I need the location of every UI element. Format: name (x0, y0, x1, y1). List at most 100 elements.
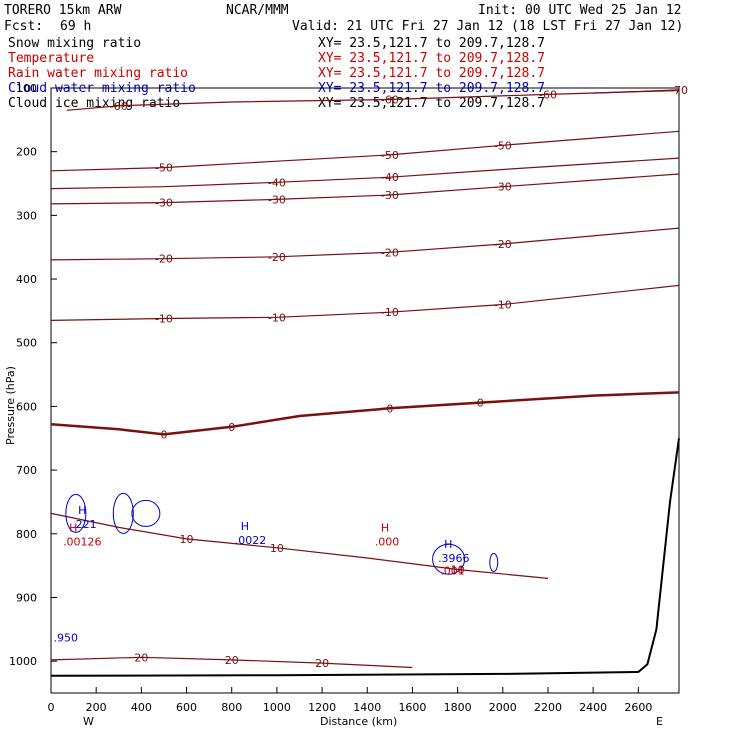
isotherm-line--40 (50, 157, 680, 190)
x-tick-label: 2400 (579, 701, 607, 714)
isotherm-line--70 (593, 89, 680, 94)
isotherm-line--50 (50, 130, 680, 172)
valid-time: Valid: 21 UTC Fri 27 Jan 12 (18 LST Fri … (292, 19, 683, 34)
x-tick-label: 1800 (444, 701, 472, 714)
legend-name-1: Temperature (8, 51, 94, 66)
y-tick-label: 800 (16, 528, 37, 541)
high-value-4: .3966 (438, 552, 470, 565)
y-tick-label: 100 (16, 82, 37, 95)
x-axis-label: Distance (km) (320, 715, 397, 728)
fcst-value: 69 h (60, 19, 91, 34)
isotherm-label: -50 (381, 149, 399, 162)
x-tick-label: 2600 (624, 701, 652, 714)
isotherm-label: -10 (381, 306, 399, 319)
isotherm-line--10 (50, 284, 680, 321)
x-tick-label: 1600 (398, 701, 426, 714)
x-tick-label: 2200 (534, 701, 562, 714)
isotherm-label: -20 (494, 238, 512, 251)
isotherm-label: 0 (160, 428, 167, 441)
high-value-2: .0022 (235, 534, 267, 547)
isotherm-label: 10 (270, 542, 284, 555)
cloud-contour-0 (65, 493, 87, 533)
isotherm-label: -60 (539, 88, 557, 101)
isotherm-label: -50 (494, 139, 512, 152)
isotherm-label: -40 (381, 171, 399, 184)
isotherm-line-0 (50, 391, 680, 436)
cloud-value-label: .950 (54, 632, 79, 645)
isotherm-label: -20 (155, 253, 173, 266)
plot-frame (50, 87, 680, 694)
y-tick-label: 1000 (9, 655, 37, 668)
isotherm-line--20 (50, 227, 680, 261)
y-tick-label: 900 (16, 591, 37, 604)
cloud-contour-1 (112, 492, 134, 534)
isotherm-label: 0 (228, 421, 235, 434)
isotherm-label: 0 (386, 402, 393, 415)
x-tick-label: 800 (221, 701, 242, 714)
isotherm-label: -10 (494, 299, 512, 312)
isotherm-label: -30 (494, 181, 512, 194)
high-marker-2: H (241, 520, 249, 533)
cloud-contour-4 (489, 552, 499, 572)
isotherm-label: 20 (225, 654, 239, 667)
y-tick-label: 200 (16, 146, 37, 159)
legend-xy-0: XY= 23.5,121.7 to 209.7,128.7 (318, 36, 545, 51)
isotherm-label: -40 (268, 176, 286, 189)
fcst-label: Fcst: (4, 19, 43, 34)
model-title: TORERO 15km ARW (4, 3, 122, 18)
high-marker-0: H (78, 504, 86, 517)
isotherm-label: -20 (381, 246, 399, 259)
isotherm-label: 0 (477, 397, 484, 410)
isotherm-label: -30 (268, 193, 286, 206)
legend-xy-1: XY= 23.5,121.7 to 209.7,128.7 (318, 51, 545, 66)
isotherm-label: -70 (670, 84, 688, 97)
y-axis-label: Pressure (hPa) (4, 366, 17, 445)
high-value-3: .000 (375, 535, 400, 548)
cloud-contour-3 (432, 543, 466, 575)
y-tick-label: 400 (16, 273, 37, 286)
x-axis-ticks: 0 200 400 600 800 1000 1200 1400 1600 1800 2000 220… (48, 687, 652, 714)
high-value-5: .001 (440, 565, 465, 578)
x-tick-label: 600 (176, 701, 197, 714)
legend: Snow mixing ratio XY= 23.5,121.7 to 209.7… (8, 36, 545, 111)
x-tick-label: 1200 (308, 701, 336, 714)
legend-name-4: Cloud ice mixing ratio (8, 96, 180, 111)
isotherm-label: -50 (155, 162, 173, 175)
init-time: Init: 00 UTC Wed 25 Jan 12 (478, 3, 682, 18)
x-end-left: W (83, 715, 94, 728)
isotherm-line--60 (66, 89, 680, 111)
cloud-contour-2 (131, 499, 161, 527)
center-title: NCAR/MMM (226, 3, 289, 18)
x-tick-label: 400 (131, 701, 152, 714)
isotherm-label: -10 (268, 311, 286, 324)
high-marker-4: H (444, 538, 452, 551)
moisture-contours (65, 492, 499, 575)
x-tick-label: 1000 (263, 701, 291, 714)
x-tick-label: 0 (48, 701, 55, 714)
legend-xy-2: XY= 23.5,121.7 to 209.7,128.7 (318, 66, 545, 81)
y-axis-ticks: 100 200 300 400 500 600 700 800 900 1000 (9, 82, 57, 668)
isotherm-label: -60 (381, 93, 399, 106)
x-end-right: E (656, 715, 663, 728)
x-tick-label: 1400 (353, 701, 381, 714)
high-value-0: .221 (72, 518, 97, 531)
isotherm-label: -60 (110, 100, 128, 113)
y-tick-label: 600 (16, 400, 37, 413)
isotherm-line-10 (50, 512, 549, 579)
isotherm-label: 20 (315, 657, 329, 670)
y-tick-label: 700 (16, 464, 37, 477)
isotherm-line--30 (50, 173, 680, 205)
x-tick-label: 200 (86, 701, 107, 714)
terrain-line (50, 438, 680, 677)
x-tick-label: 2000 (489, 701, 517, 714)
isotherm-label: -20 (268, 251, 286, 264)
high-marker-1: H (69, 521, 77, 534)
temperature-isotherms: -60 -60 -60 -70 -50 -50 -50 -40 -40 -30 -30 -30 -30 -… (50, 84, 688, 670)
isotherm-label: -30 (381, 189, 399, 202)
isotherm-label: -30 (155, 197, 173, 210)
y-tick-label: 500 (16, 337, 37, 350)
y-tick-label: 300 (16, 209, 37, 222)
high-value-1: .00126 (63, 535, 102, 548)
